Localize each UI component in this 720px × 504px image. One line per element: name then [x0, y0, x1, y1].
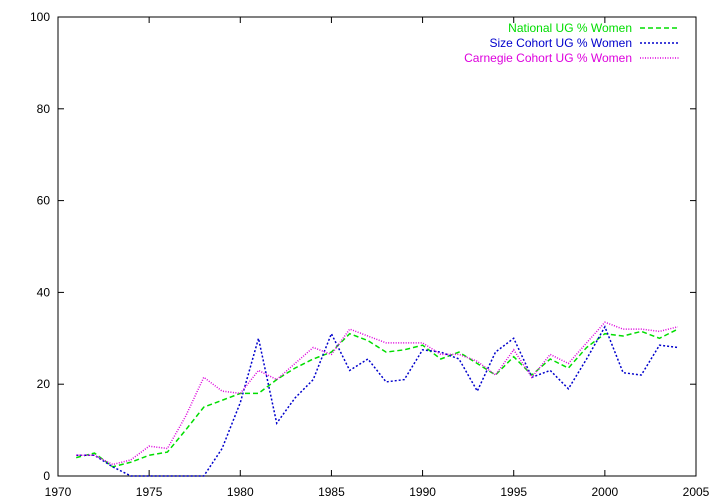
legend-label-0: National UG % Women	[508, 21, 632, 35]
y-tick-label: 0	[43, 469, 50, 483]
legend-label-1: Size Cohort UG % Women	[490, 36, 633, 50]
series-layer	[76, 321, 679, 477]
y-tick-label: 100	[30, 10, 50, 24]
series-line-2	[76, 321, 678, 466]
y-tick-label: 20	[37, 377, 51, 391]
x-tick-label: 1970	[45, 485, 72, 499]
y-tick-label: 60	[37, 194, 51, 208]
x-tick-label: 1995	[500, 485, 527, 499]
plot-frame	[57, 16, 697, 477]
x-tick-label: 2000	[592, 485, 619, 499]
x-tick-label: 1985	[318, 485, 345, 499]
x-tick-label: 1980	[227, 485, 254, 499]
series-line-0	[76, 328, 679, 468]
series-line-1	[76, 325, 678, 477]
x-tick-label: 1975	[136, 485, 163, 499]
axes: 1970 1975 1980 1985 1990 1995 2000 2005 0 20 40 60 8…	[30, 10, 710, 499]
legend-label-2: Carnegie Cohort UG % Women	[464, 51, 632, 65]
y-tick-label: 40	[37, 285, 51, 299]
x-tick-label: 1990	[409, 485, 436, 499]
y-tick-label: 80	[37, 102, 51, 116]
x-tick-label: 2005	[683, 485, 710, 499]
